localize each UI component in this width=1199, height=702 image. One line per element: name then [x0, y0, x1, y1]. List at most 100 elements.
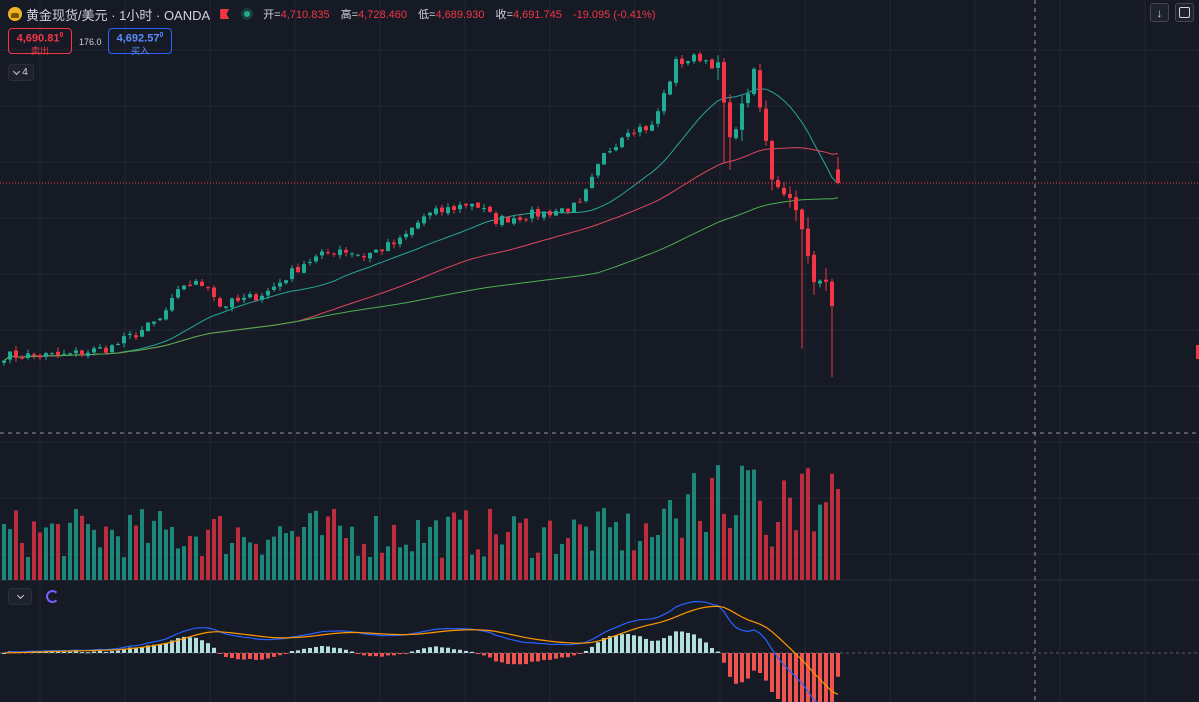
candle-body	[674, 59, 678, 83]
candle-body	[722, 62, 726, 103]
macd-histogram-bar	[830, 653, 834, 702]
candle-body	[788, 194, 792, 198]
candle-body	[518, 217, 522, 220]
macd-histogram-bar	[350, 651, 354, 653]
volume-bar	[620, 550, 624, 580]
macd-histogram-bar	[518, 653, 522, 665]
macd-histogram-bar	[398, 653, 402, 655]
candle-body	[296, 266, 300, 273]
loading-icon	[46, 590, 59, 603]
macd-histogram-bar	[344, 649, 348, 653]
candle-body	[656, 111, 660, 124]
candle-body	[92, 348, 96, 353]
candle-body	[506, 216, 510, 223]
volume-bar	[440, 557, 444, 580]
candle-body	[260, 295, 264, 300]
volume-bar	[536, 552, 540, 580]
macd-histogram-bar	[260, 653, 264, 660]
volume-bar	[50, 523, 54, 580]
candle-body	[278, 282, 282, 287]
macd-histogram-bar	[632, 635, 636, 653]
candle-body	[320, 251, 324, 256]
volume-bar	[248, 542, 252, 580]
candle-body	[98, 347, 102, 349]
candle-body	[302, 264, 306, 273]
volume-bar	[632, 550, 636, 580]
volume-bar	[776, 522, 780, 580]
indicators-toggle-button[interactable]: 4	[8, 64, 34, 81]
macd-histogram-bar	[152, 644, 156, 653]
macd-histogram-bar	[266, 653, 270, 659]
macd-histogram-bar	[578, 653, 582, 655]
scroll-to-latest-button[interactable]: ↓	[1150, 3, 1169, 22]
macd-histogram-bar	[566, 653, 570, 658]
candle-body	[134, 335, 138, 338]
volume-bar	[428, 526, 432, 580]
change-value: -19.095 (-0.41%)	[572, 9, 656, 21]
macd-histogram-bar	[758, 653, 762, 674]
candle-body	[584, 189, 588, 202]
volume-bar	[272, 536, 276, 580]
candle-body	[530, 209, 534, 219]
volume-bar	[602, 508, 606, 580]
volume-bar	[134, 525, 138, 580]
macd-histogram-bar	[164, 643, 168, 653]
candle-body	[368, 253, 372, 259]
candle-body	[734, 129, 738, 139]
macd-histogram-bar	[362, 653, 366, 656]
volume-bar	[338, 525, 342, 580]
sell-button[interactable]: 4,690.810 卖出	[8, 28, 72, 56]
candle-body	[626, 132, 630, 137]
candle-body	[44, 353, 48, 357]
macd-histogram-bar	[458, 649, 462, 653]
macd-histogram-bar	[134, 647, 138, 653]
candle-body	[218, 298, 222, 307]
volume-bar	[626, 513, 630, 580]
macd-pane-toggle-button[interactable]	[8, 588, 32, 605]
macd-histogram-bar	[692, 634, 696, 653]
candle-body	[752, 68, 756, 94]
candle-body	[560, 208, 564, 213]
macd-histogram-bar	[482, 653, 486, 656]
volume-bar	[824, 502, 828, 580]
macd-histogram-bar	[626, 633, 630, 653]
candle-body	[710, 59, 714, 69]
signal-line	[3, 605, 839, 695]
volume-bar	[818, 504, 822, 580]
candle-body	[314, 256, 318, 262]
macd-histogram-bar	[572, 653, 576, 656]
volume-bar	[782, 480, 786, 580]
candle-body	[50, 353, 54, 355]
macd-histogram-bar	[710, 648, 714, 653]
volume-bar	[686, 494, 690, 580]
candle-body	[542, 211, 546, 218]
volume-bar	[722, 513, 726, 580]
macd-histogram-bar	[278, 653, 282, 656]
volume-bar	[302, 527, 306, 580]
buy-button[interactable]: 4,692.570 买入	[108, 28, 172, 56]
candle-body	[446, 207, 450, 214]
symbol-title[interactable]: 黄金现货/美元 · 1小时 · OANDA	[26, 7, 211, 23]
volume-bar	[128, 514, 132, 580]
candle-body	[200, 281, 204, 286]
fullscreen-button[interactable]	[1175, 3, 1194, 22]
volume-bar	[566, 537, 570, 580]
candle-body	[128, 333, 132, 335]
candle-body	[242, 297, 246, 300]
candle-body	[68, 353, 72, 355]
candle-body	[38, 355, 42, 358]
ohlc-values: 开=4,710.835 高=4,728.460 低=4,689.930 收=4,…	[263, 9, 656, 21]
candle-body	[650, 124, 654, 131]
open-value: 4,710.835	[280, 9, 330, 21]
candle-body	[308, 262, 312, 264]
volume-bar	[26, 556, 30, 580]
volume-bar	[212, 519, 216, 580]
flag-icon[interactable]	[220, 9, 230, 19]
volume-bar	[770, 546, 774, 580]
macd-histogram-bar	[206, 643, 210, 653]
macd-histogram-bar	[812, 653, 816, 702]
moving-average-line	[3, 197, 839, 362]
volume-bar	[164, 529, 168, 580]
volume-bar	[806, 468, 810, 580]
